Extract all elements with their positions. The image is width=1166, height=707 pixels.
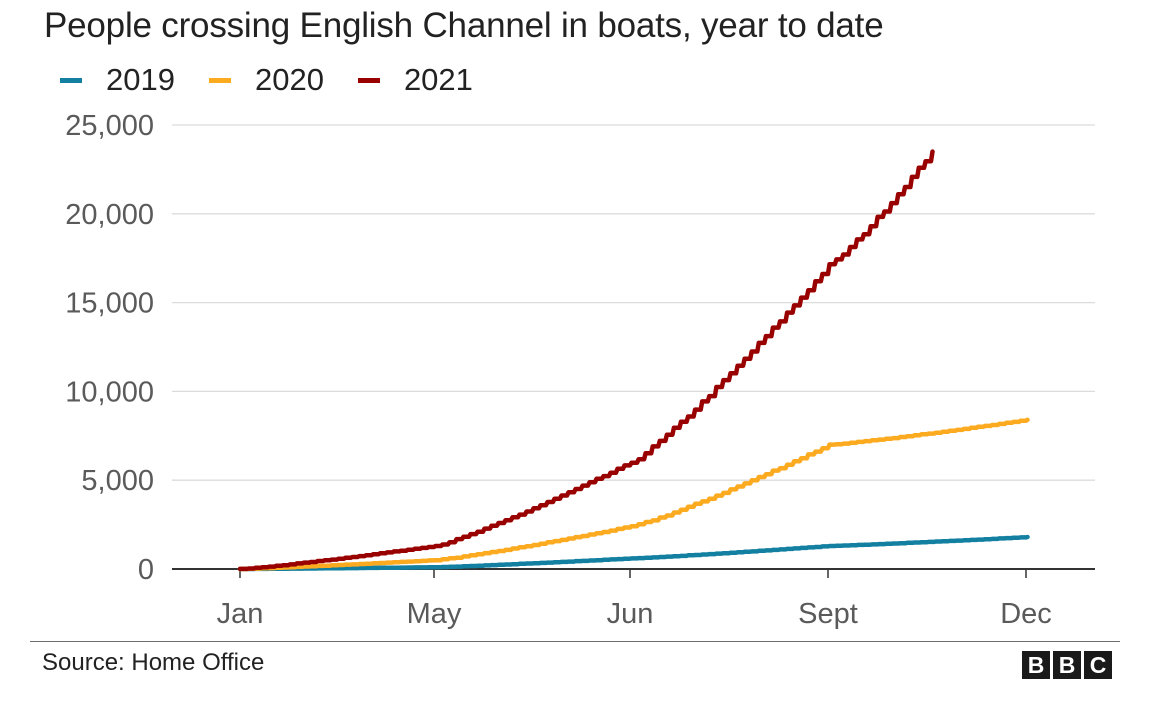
bbc-logo-letter-b2: B <box>1053 651 1081 679</box>
y-tick-label-3: 15,000 <box>65 288 154 320</box>
bbc-logo-letter-b1: B <box>1022 651 1050 679</box>
x-tick-label-1: May <box>407 598 462 630</box>
chart-legend: 2019 2020 2021 <box>60 62 507 98</box>
y-tick-label-5: 25,000 <box>65 110 154 142</box>
series-line-2019 <box>237 534 1030 572</box>
legend-label-2020: 2020 <box>254 62 324 97</box>
y-tick-label-0: 0 <box>138 554 154 586</box>
legend-swatch-2019 <box>60 77 82 83</box>
legend-item-2021: 2021 <box>357 62 473 98</box>
footer-divider <box>30 641 1120 642</box>
x-tick-label-4: Dec <box>1000 598 1052 630</box>
chart-title: People crossing English Channel in boats… <box>44 6 884 45</box>
legend-item-2020: 2020 <box>208 62 324 98</box>
legend-swatch-2020 <box>208 77 231 83</box>
legend-swatch-2021 <box>357 77 380 83</box>
series-line-2020 <box>237 417 1030 572</box>
x-tick-label-2: Jun <box>607 598 654 630</box>
bbc-logo-letter-c: C <box>1084 651 1112 679</box>
legend-label-2019: 2019 <box>106 62 175 97</box>
source-note: Source: Home Office <box>42 649 265 676</box>
legend-label-2021: 2021 <box>403 62 473 97</box>
x-tick-label-3: Sept <box>798 598 858 630</box>
x-tick-label-0: Jan <box>217 598 264 630</box>
legend-item-2019: 2019 <box>60 62 175 98</box>
series-line-2021 <box>237 149 935 572</box>
y-tick-label-4: 20,000 <box>65 199 154 231</box>
y-tick-label-2: 10,000 <box>65 376 154 408</box>
y-tick-label-1: 5,000 <box>81 465 154 497</box>
bbc-logo: B B C <box>1019 651 1112 679</box>
